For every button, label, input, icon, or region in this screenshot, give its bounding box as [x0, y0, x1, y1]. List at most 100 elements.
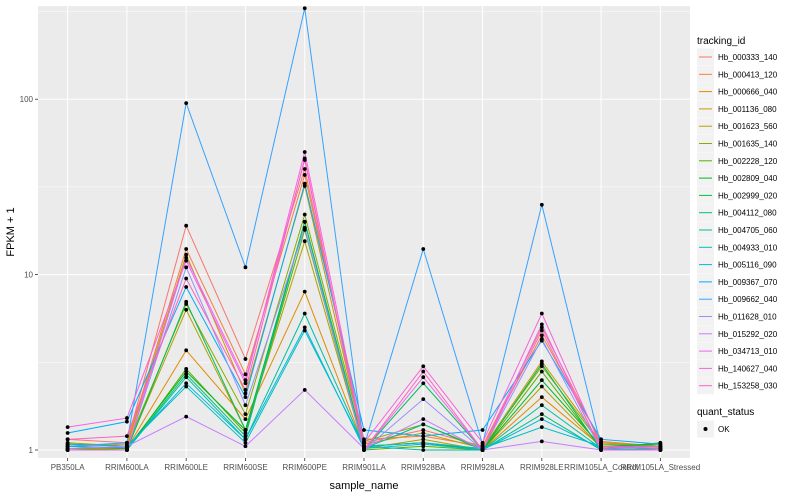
data-point: [184, 258, 189, 263]
legend-label: Hb_001136_080: [718, 105, 777, 114]
data-point: [243, 428, 248, 432]
data-point: [599, 446, 603, 451]
data-point: [362, 448, 366, 452]
x-tick-label: RRIM928BA: [401, 463, 446, 472]
data-point: [421, 442, 426, 447]
data-point: [302, 225, 307, 230]
data-point: [243, 395, 248, 400]
data-point: [539, 333, 544, 338]
data-point: [421, 431, 426, 435]
data-point: [421, 247, 426, 251]
legend-label: Hb_000333_140: [718, 53, 778, 62]
data-point: [302, 289, 307, 294]
data-point: [539, 325, 544, 330]
data-point: [125, 448, 129, 452]
data-point: [243, 417, 248, 421]
shape-legend: quant_status OK: [697, 407, 754, 438]
data-point: [125, 416, 129, 420]
data-point: [539, 412, 544, 417]
color-legend: tracking_id Hb_000333_140 Hb_000413_120 Hb…: [697, 36, 778, 395]
data-point: [243, 403, 248, 408]
data-point: [539, 439, 544, 444]
x-tick-label: RRIM901LA: [342, 463, 386, 472]
data-point: [421, 369, 426, 374]
data-point: [302, 311, 307, 316]
legend-label: Hb_000413_120: [718, 70, 778, 79]
data-point: [184, 285, 189, 289]
data-point: [302, 150, 307, 154]
data-point: [658, 444, 663, 449]
data-point: [539, 395, 544, 400]
data-point: [302, 328, 307, 333]
y-axis-ticks: 1 10 100: [20, 95, 38, 455]
data-point: [184, 265, 189, 270]
data-point: [243, 388, 248, 392]
data-point: [539, 202, 544, 207]
data-point: [362, 428, 366, 432]
data-point: [302, 239, 307, 244]
data-point: [184, 101, 189, 106]
x-tick-label: RRIM600LA: [105, 463, 149, 472]
data-point: [421, 434, 426, 438]
data-point: [599, 437, 603, 442]
shape-legend-point: [703, 427, 708, 431]
data-point: [421, 417, 426, 421]
data-point: [362, 440, 366, 445]
data-point: [539, 417, 544, 421]
data-point: [480, 440, 485, 445]
x-tick-label: RRIM600LE: [164, 463, 208, 472]
data-point: [184, 369, 189, 374]
data-point: [243, 440, 248, 445]
data-point: [184, 414, 189, 419]
data-point: [421, 448, 426, 452]
data-point: [184, 375, 189, 380]
data-point: [65, 437, 70, 442]
data-point: [243, 378, 248, 383]
x-tick-label: RRIM105LA_Control: [564, 463, 638, 472]
data-point: [184, 276, 189, 281]
y-tick-label: 1: [29, 446, 34, 455]
data-point: [184, 348, 189, 353]
y-tick-label: 100: [20, 95, 34, 104]
legend-label: Hb_002228_120: [718, 157, 778, 166]
data-point: [243, 357, 248, 361]
x-tick-label: RRIM105LA_Stressed: [621, 463, 701, 472]
data-point: [243, 434, 248, 438]
data-point: [539, 378, 544, 383]
data-point: [184, 381, 189, 386]
data-point: [65, 425, 70, 430]
legend-title: tracking_id: [697, 36, 745, 47]
legend-label: Hb_005116_090: [718, 261, 777, 270]
data-point: [243, 391, 248, 396]
legend-label: Hb_004705_060: [718, 226, 778, 235]
data-point: [65, 448, 70, 452]
data-point: [480, 428, 485, 432]
data-point: [539, 328, 544, 333]
series-points: [65, 6, 663, 452]
legend-label: Hb_004933_010: [718, 243, 778, 252]
legend-label: Hb_011628_010: [718, 313, 777, 322]
data-point: [243, 381, 248, 386]
data-point: [243, 265, 248, 270]
data-point: [302, 325, 307, 330]
data-point: [421, 375, 426, 380]
legend-label: Hb_002999_020: [718, 191, 778, 200]
legend-label: Hb_001635_140: [718, 140, 778, 149]
data-point: [421, 381, 426, 386]
data-point: [184, 255, 189, 260]
data-point: [480, 448, 485, 452]
data-point: [421, 397, 426, 402]
data-point: [539, 361, 544, 366]
data-point: [302, 173, 307, 177]
data-point: [243, 431, 248, 435]
x-tick-label: RRIM600PE: [282, 463, 326, 472]
shape-legend-title: quant_status: [697, 407, 754, 418]
data-point: [184, 299, 189, 304]
data-point: [125, 444, 129, 449]
data-point: [184, 223, 189, 228]
data-point: [539, 336, 544, 341]
data-point: [421, 437, 426, 442]
data-point: [302, 219, 307, 224]
legend-label: Hb_002809_040: [718, 174, 778, 183]
